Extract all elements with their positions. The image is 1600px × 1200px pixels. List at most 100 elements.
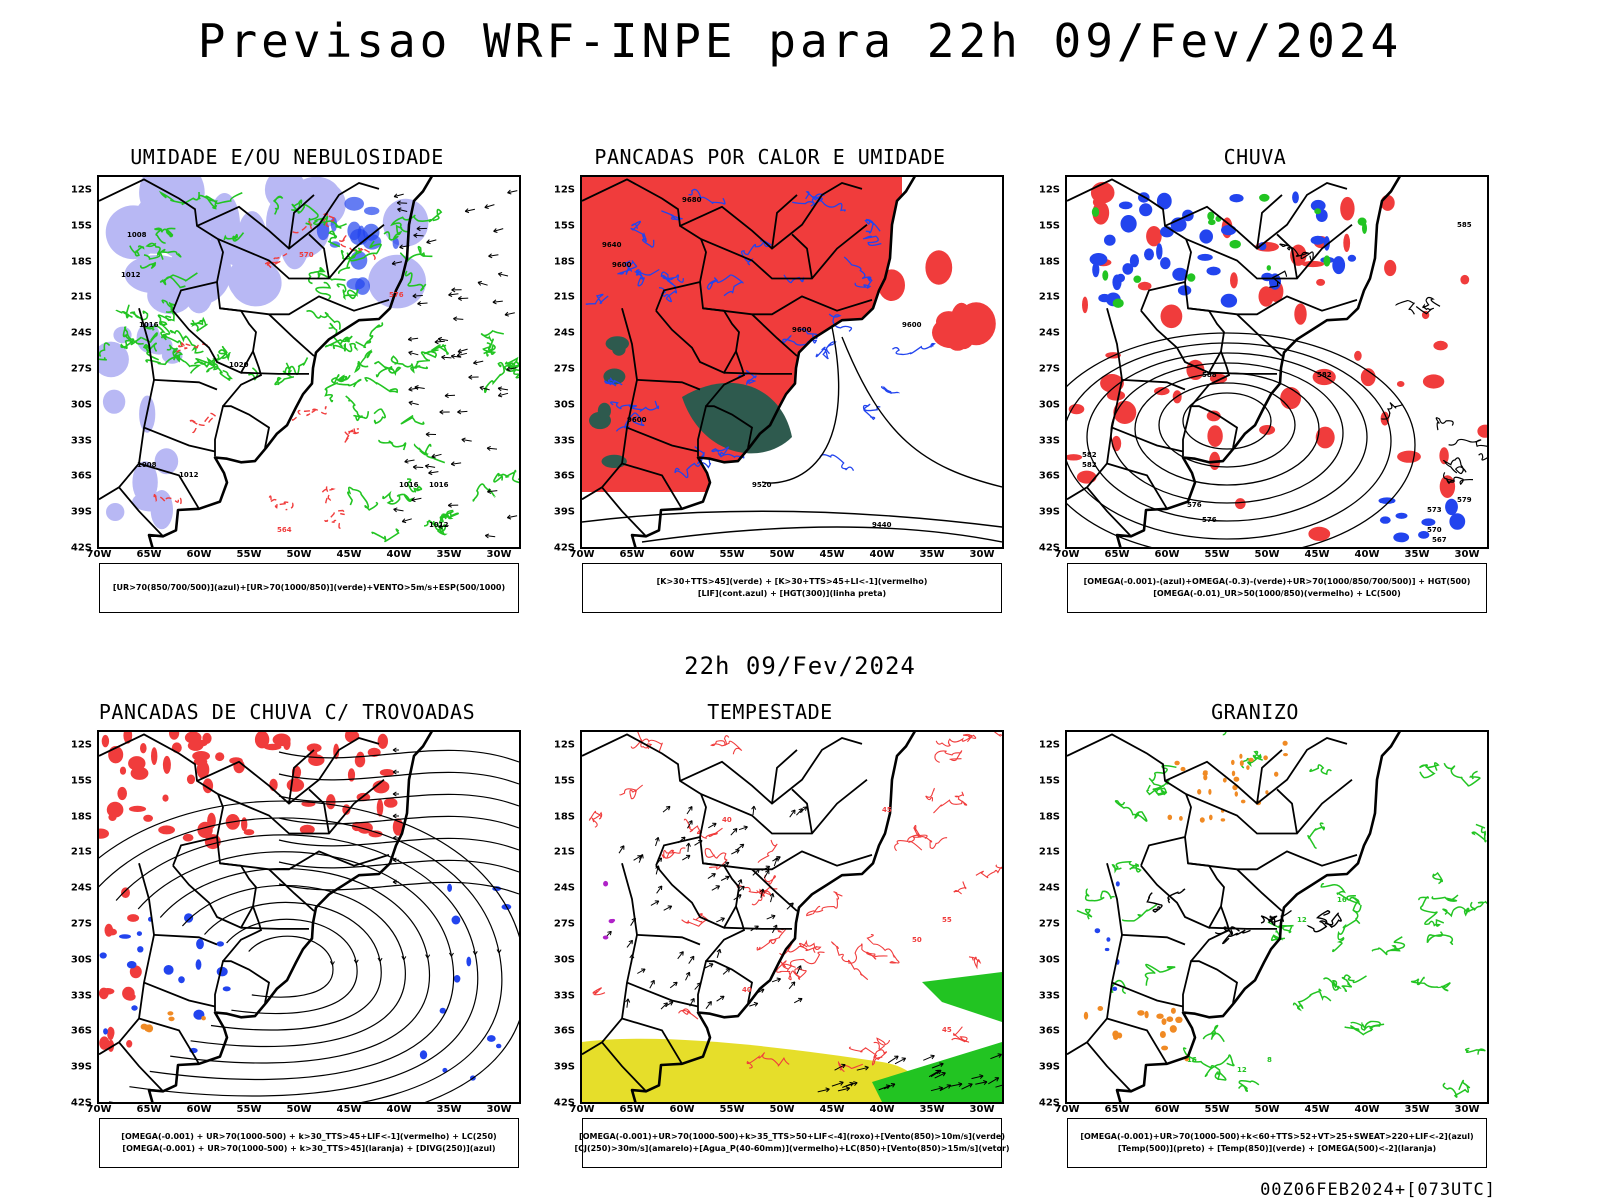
low-humidity-contour (424, 519, 448, 536)
strong-omega-area (1199, 817, 1205, 823)
coastline (147, 732, 433, 1102)
wind-vector-head (497, 392, 503, 398)
omega-area (1261, 272, 1274, 282)
low-humidity-contour (143, 242, 161, 260)
wind-vector-head (753, 1001, 759, 1007)
lon-tick-label: 50W (769, 549, 795, 560)
strong-omega-area (1239, 753, 1243, 759)
rain-area (1154, 387, 1170, 396)
state-border (1086, 1041, 1132, 1092)
temp-850-contour (1202, 1024, 1225, 1043)
precipitable-water-contour (933, 791, 968, 814)
wind-vector (413, 234, 424, 237)
wind-vector-head (941, 1072, 946, 1077)
low-humidity-contour (115, 304, 133, 319)
lon-tick-label: 40W (1354, 549, 1380, 560)
state-border (791, 788, 813, 834)
lon-tick-label: 65W (136, 549, 162, 560)
wind-vector (707, 873, 716, 880)
precipitable-water-contour (776, 951, 825, 973)
state-border (118, 486, 164, 537)
state-border (1067, 863, 1123, 1056)
wind-vector-head (413, 232, 418, 238)
wind-vector-head (507, 189, 512, 195)
low-humidity-contour (390, 208, 443, 233)
state-border (1276, 233, 1298, 279)
contour-label: 1008 (137, 461, 157, 469)
panel-title: PANCADAS DE CHUVA C/ TROVOADAS (98, 700, 476, 724)
wind-vector (772, 856, 781, 862)
state-border (172, 836, 257, 929)
temp-850-contour (1148, 764, 1177, 796)
height-contour (1158, 382, 1296, 468)
latitude-axis: 12S 15S 18S 21S 24S 27S 30S 33S 36S 39S 42S (535, 730, 579, 1108)
temp-850-contour (1344, 1020, 1381, 1036)
wind-vector-head (447, 502, 452, 508)
low-humidity-contour (291, 199, 303, 213)
contour-label: 570 (299, 251, 314, 259)
omega-area (1156, 192, 1172, 210)
legend-line: [UR>70(850/700/500)](azul)+[UR>70(1000/8… (112, 583, 506, 592)
wind-vector-head (776, 856, 781, 861)
lon-tick-label: 35W (1404, 549, 1430, 560)
low-humidity-contour (345, 395, 370, 422)
state-border (268, 313, 315, 357)
divergence-area (184, 913, 194, 923)
temp-850-contour (1084, 888, 1115, 902)
humidity-high-area (382, 198, 429, 247)
streamline (248, 935, 334, 998)
precipitable-water-contour (788, 968, 807, 981)
wind-vector (763, 869, 770, 879)
omega-area (1172, 267, 1188, 281)
hail-area (1115, 881, 1120, 887)
rain-area (1460, 274, 1470, 285)
wind-vector-head (688, 806, 693, 811)
low-humidity-contour (274, 362, 295, 386)
thunderstorm-area (376, 799, 384, 817)
rain-area (1076, 470, 1097, 484)
lat-tick-label: 24S (70, 327, 92, 339)
omega-area (1120, 215, 1137, 233)
wind-vector-head (853, 1081, 858, 1086)
omega-area (1118, 201, 1133, 210)
low-humidity-contour (418, 443, 432, 456)
low-humidity-contour (438, 510, 459, 524)
wind-vector (492, 300, 503, 303)
height-contour (1067, 332, 1416, 547)
rain-area (1433, 340, 1448, 351)
thunderstorm-area (368, 830, 383, 838)
wind-vector-head (450, 353, 456, 359)
wind-vector-head (441, 354, 446, 360)
state-border (621, 1017, 683, 1065)
wind-vector-head (497, 386, 503, 392)
rain-area (1068, 404, 1085, 415)
temp-850-contour (1431, 894, 1459, 902)
lon-tick-label: 30W (486, 549, 512, 560)
lon-tick-label: 55W (1204, 1104, 1230, 1115)
lif-contour (633, 268, 660, 287)
lat-tick-label: 36S (70, 470, 92, 482)
longitude-axis: 70W 65W 60W 55W 50W 45W 40W 35W 30W (1055, 1104, 1489, 1118)
rain-area (1209, 373, 1228, 384)
thunderstorm-area (379, 769, 395, 777)
lat-tick-label: 27S (1038, 918, 1060, 930)
streamline (99, 800, 519, 1102)
contour-label: 45 (942, 1026, 952, 1034)
lon-tick-label: 30W (1454, 1104, 1480, 1115)
contour-label: 1008 (127, 231, 147, 239)
state-border (626, 426, 699, 453)
map-frame: 9680 9640 9600 9600 9600 9520 9440 9600 (580, 175, 1004, 549)
temp-850-contour (1114, 800, 1148, 822)
state-border (118, 1041, 164, 1092)
omega-area (1092, 262, 1100, 278)
wind-vector-head (689, 955, 695, 961)
streamline-arrow-head (392, 857, 397, 863)
divergence-area (195, 959, 202, 970)
lat-tick-label: 36S (70, 1025, 92, 1037)
wind-vector-head (412, 293, 417, 299)
wind-vector-head (688, 820, 693, 825)
precipitable-water-contour (806, 891, 843, 917)
wind-vector-head (930, 1054, 935, 1060)
divergence-area (119, 934, 131, 939)
divergence-area (99, 952, 107, 959)
